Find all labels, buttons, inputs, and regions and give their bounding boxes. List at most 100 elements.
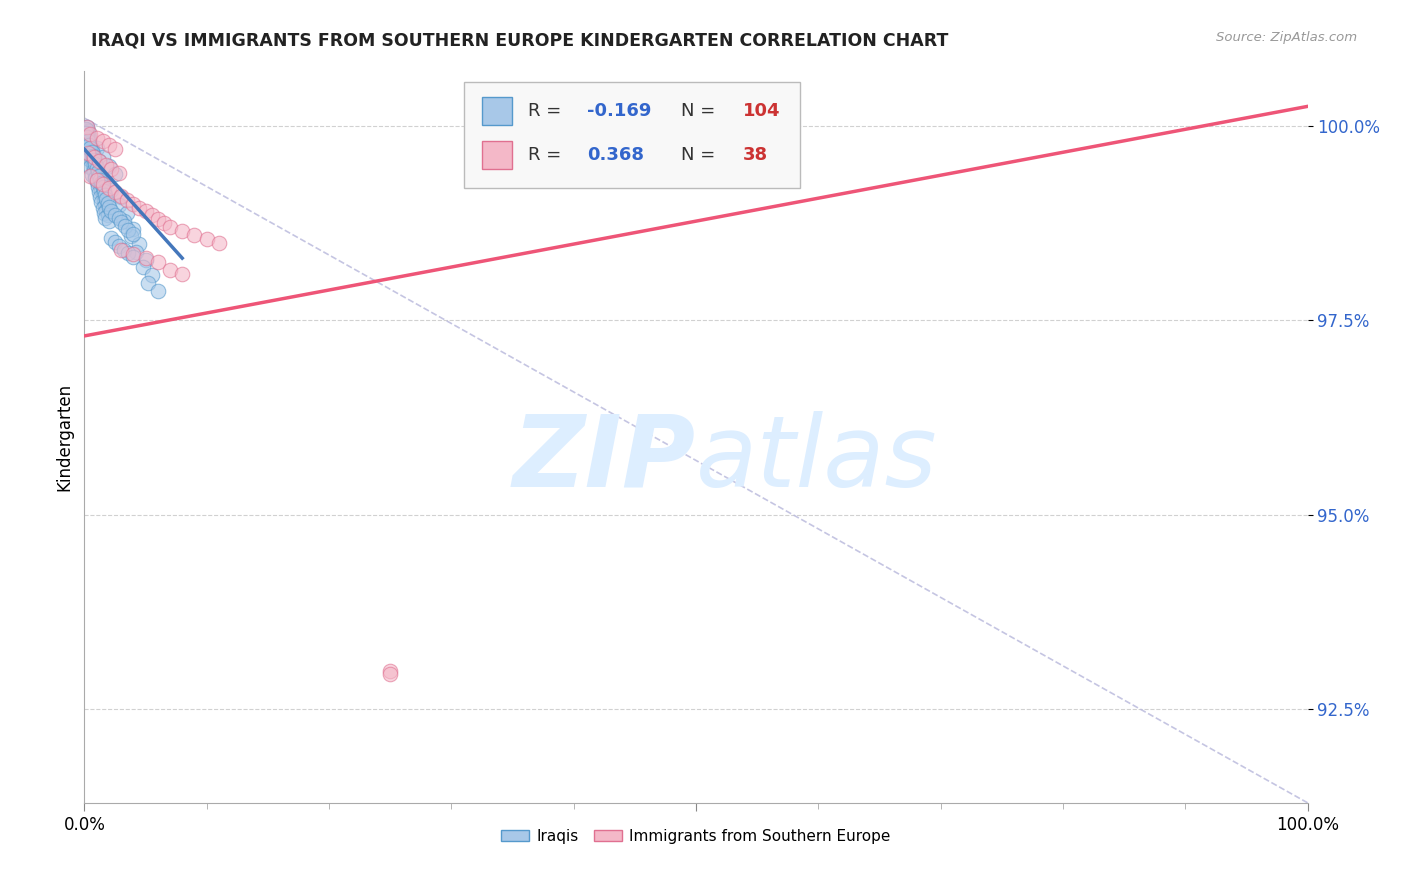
Point [82, 149, 104, 163]
Point [79, 141, 101, 155]
Text: ZIP: ZIP [513, 410, 696, 508]
Point [80, 168, 103, 182]
FancyBboxPatch shape [464, 82, 800, 188]
Text: IRAQI VS IMMIGRANTS FROM SOUTHERN EUROPE KINDERGARTEN CORRELATION CHART: IRAQI VS IMMIGRANTS FROM SOUTHERN EUROPE… [91, 31, 949, 49]
Point [77, 132, 100, 146]
Point [93, 193, 115, 207]
Point [82, 146, 104, 161]
Point [104, 208, 127, 222]
Point [104, 142, 127, 156]
Point [77, 145, 100, 159]
Point [107, 238, 129, 252]
Point [91, 135, 114, 149]
Point [86, 161, 108, 176]
Point [87, 167, 110, 181]
Point [76, 122, 98, 136]
Point [122, 221, 145, 235]
Point [146, 255, 169, 269]
Bar [482, 97, 513, 125]
Point [87, 179, 110, 194]
Point [87, 153, 110, 168]
Point [82, 159, 104, 173]
Point [77, 144, 100, 158]
Point [93, 184, 115, 198]
Point [104, 185, 127, 199]
Point [91, 177, 114, 191]
Point [87, 169, 110, 183]
Point [97, 181, 120, 195]
Point [90, 183, 112, 197]
Point [91, 150, 114, 164]
Point [100, 183, 122, 197]
Point [115, 206, 138, 220]
Point [75, 122, 97, 136]
Point [89, 177, 111, 191]
Point [141, 268, 163, 283]
Point [122, 196, 145, 211]
Point [83, 163, 105, 178]
Point [96, 175, 118, 189]
Text: N =: N = [682, 102, 721, 120]
Point [77, 137, 100, 152]
Point [76, 133, 98, 147]
Point [100, 161, 122, 176]
Point [79, 140, 101, 154]
Point [122, 250, 145, 264]
Point [79, 169, 101, 184]
Point [90, 177, 112, 191]
Point [79, 136, 101, 150]
Point [83, 153, 105, 167]
Point [86, 173, 108, 187]
Point [117, 246, 139, 260]
Text: Source: ZipAtlas.com: Source: ZipAtlas.com [1216, 31, 1357, 45]
Point [87, 185, 110, 199]
Point [77, 146, 100, 161]
Point [117, 223, 139, 237]
Point [110, 244, 132, 258]
Point [79, 127, 101, 141]
Point [110, 215, 132, 229]
Point [91, 180, 114, 194]
Legend: Iraqis, Immigrants from Southern Europe: Iraqis, Immigrants from Southern Europe [495, 822, 897, 850]
Point [172, 267, 194, 281]
Point [172, 224, 194, 238]
Point [89, 172, 111, 186]
Point [97, 159, 120, 173]
Point [79, 148, 101, 162]
Point [77, 124, 100, 138]
Point [77, 153, 100, 167]
Point [87, 165, 110, 179]
Point [94, 211, 117, 225]
Y-axis label: Kindergarten: Kindergarten [55, 383, 73, 491]
Point [77, 134, 100, 148]
Text: 0.368: 0.368 [588, 145, 644, 164]
Point [104, 235, 127, 249]
Point [84, 169, 107, 184]
Point [120, 229, 142, 244]
Point [76, 129, 98, 144]
Point [107, 198, 129, 212]
Point [76, 120, 98, 135]
Point [104, 167, 127, 181]
Point [183, 227, 205, 242]
Point [75, 128, 97, 143]
Point [91, 187, 114, 202]
Point [86, 140, 108, 154]
Point [75, 130, 97, 145]
Point [110, 189, 132, 203]
Point [380, 667, 402, 681]
Point [135, 204, 157, 219]
Point [100, 231, 122, 245]
Text: 104: 104 [742, 102, 780, 120]
Point [97, 200, 120, 214]
Point [97, 208, 120, 222]
Point [132, 260, 155, 275]
Point [80, 153, 103, 168]
Point [141, 208, 163, 222]
Point [93, 206, 115, 220]
Text: 38: 38 [742, 145, 768, 164]
Point [107, 211, 129, 226]
Bar [482, 141, 513, 169]
Point [91, 201, 114, 215]
Point [87, 153, 110, 168]
